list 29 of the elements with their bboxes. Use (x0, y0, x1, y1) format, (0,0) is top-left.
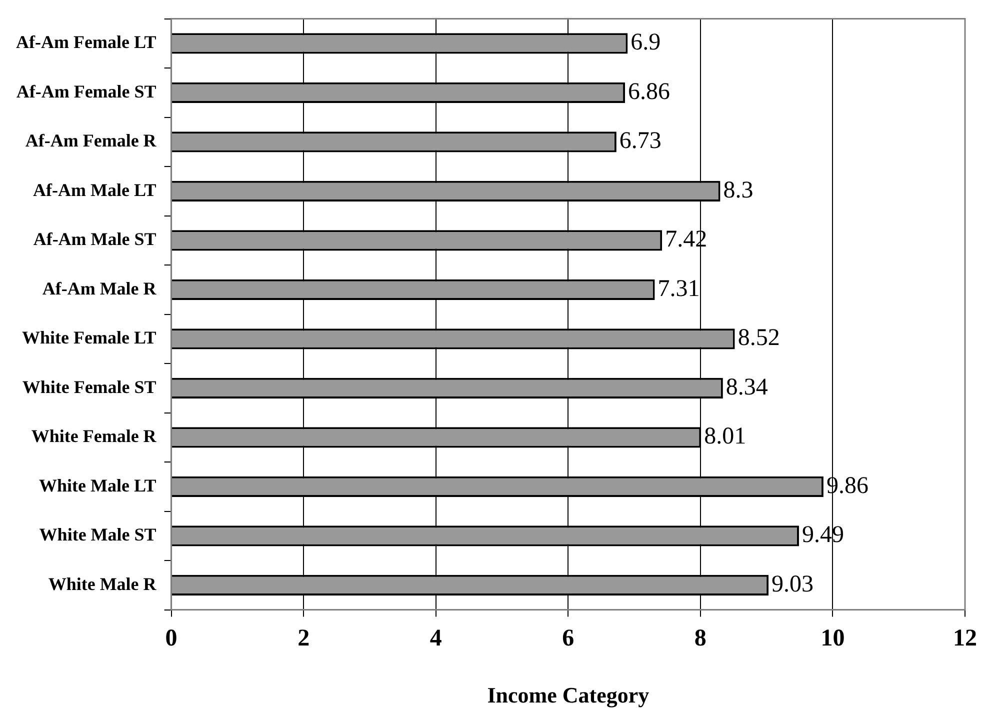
x-tick-label: 4 (430, 625, 442, 652)
data-label: 6.86 (628, 78, 670, 105)
y-tick-label: Af-Am Female ST (16, 81, 156, 102)
x-tick-label: 8 (694, 625, 706, 652)
y-tick-label: White Female R (31, 426, 158, 446)
y-tick-label: White Male R (48, 574, 158, 594)
y-tick-label: White Male LT (38, 475, 156, 496)
data-label: 8.34 (726, 374, 768, 400)
y-tick-label: Af-Am Male LT (32, 180, 156, 200)
data-label: 7.31 (658, 276, 700, 302)
x-tick-label: 6 (562, 625, 574, 652)
data-label: 8.3 (723, 177, 754, 204)
data-label: 6.9 (630, 30, 661, 56)
data-label: 6.73 (619, 128, 662, 154)
data-label: 9.03 (772, 571, 814, 598)
x-tick-label: 0 (165, 625, 178, 652)
y-tick-label: Af-Am Female R (25, 130, 158, 151)
x-tick-label: 10 (820, 625, 845, 652)
y-tick-label: Af-Am Male R (42, 278, 158, 298)
x-tick-label: 2 (298, 625, 310, 652)
x-axis-title: Income Category (487, 682, 650, 708)
x-tick-label: 12 (953, 625, 977, 652)
y-tick-label: Af-Am Female LT (16, 32, 156, 52)
y-tick-label: White Male ST (39, 524, 156, 545)
y-tick-label: White Female ST (22, 376, 156, 397)
y-tick-label: Af-Am Male ST (33, 229, 156, 250)
y-tick-label: White Female LT (22, 328, 156, 348)
data-label: 8.52 (738, 325, 780, 352)
data-label: 8.01 (704, 424, 746, 450)
